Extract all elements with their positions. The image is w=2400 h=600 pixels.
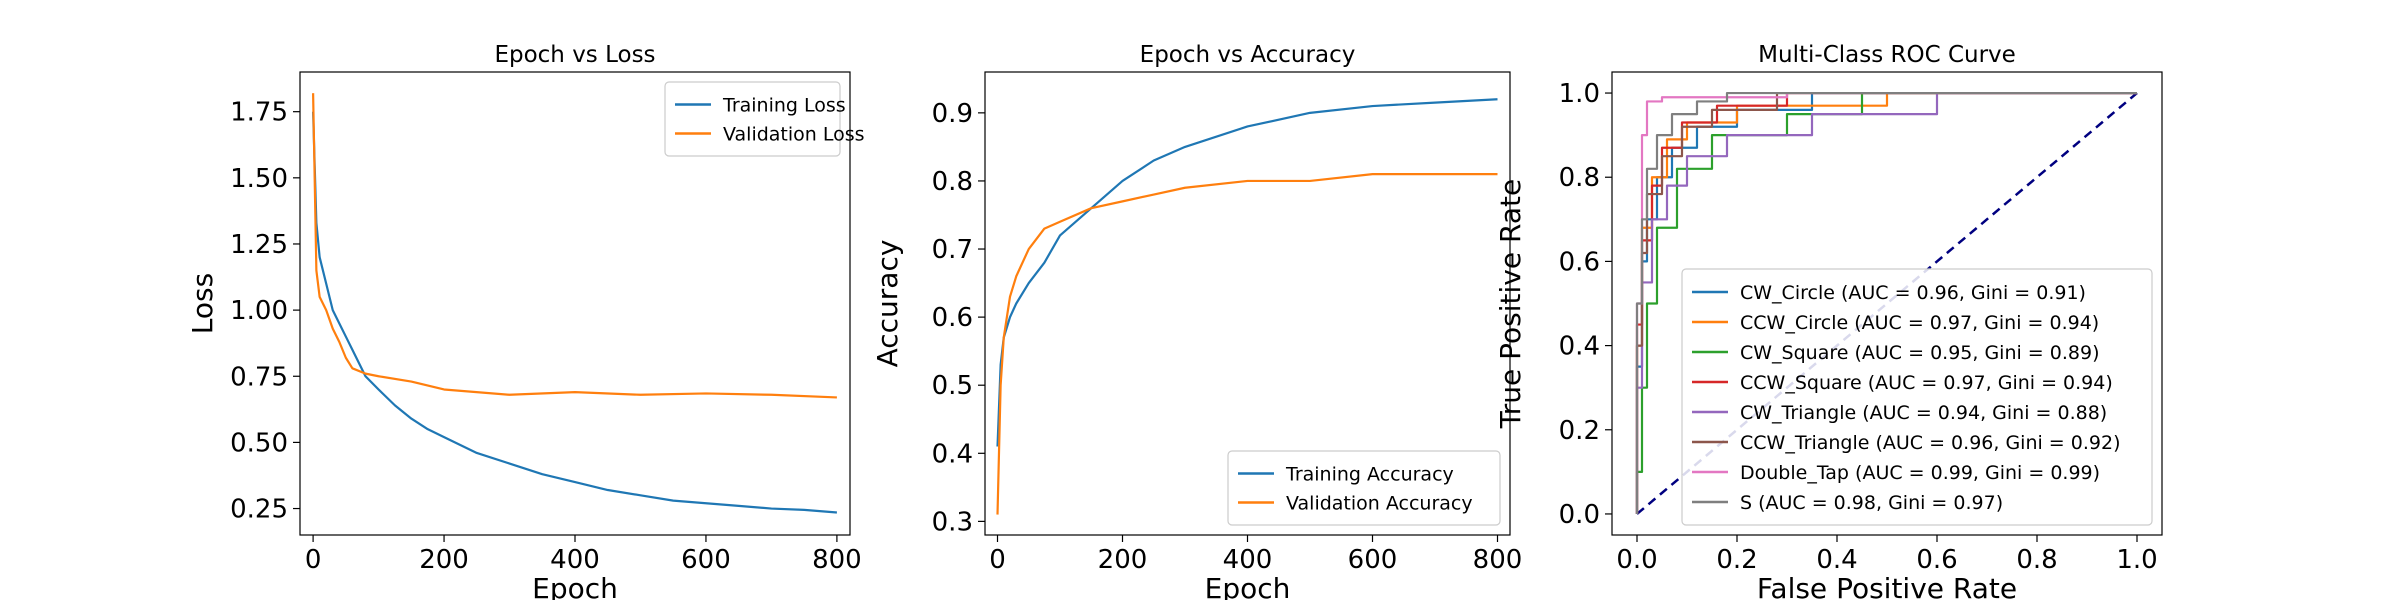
legend-label: CCW_Triangle (AUC = 0.96, Gini = 0.92): [1740, 432, 2120, 454]
y-tick-label: 0.6: [1559, 247, 1600, 277]
y-axis-label: Accuracy: [871, 240, 904, 368]
legend-label: CCW_Square (AUC = 0.97, Gini = 0.94): [1740, 372, 2113, 394]
y-tick-label: 0.25: [230, 495, 288, 525]
legend-label: Validation Accuracy: [1286, 493, 1473, 515]
y-tick-label: 1.25: [230, 230, 288, 260]
legend: CW_Circle (AUC = 0.96, Gini = 0.91) CCW_C…: [1681, 268, 2153, 526]
x-tick-label: 600: [681, 545, 731, 575]
plot-area: [996, 98, 1498, 515]
x-tick-label: 1.0: [2116, 545, 2157, 575]
legend-label: Training Accuracy: [1285, 464, 1454, 486]
series-line-1: [312, 93, 837, 399]
x-tick-label: 800: [812, 545, 862, 575]
accuracy-chart: Epoch vs Accuracy 0 200 400 600 800 0.3 0.4 0.5…: [871, 42, 1522, 600]
x-tick-label: 0.2: [1716, 545, 1757, 575]
x-tick-label: 0.8: [2016, 545, 2057, 575]
y-tick-label: 1.0: [1559, 79, 1600, 109]
y-tick-label: 1.50: [230, 164, 288, 194]
chart-title: Epoch vs Loss: [494, 42, 655, 68]
legend-label: Validation Loss: [723, 124, 865, 146]
y-tick-label: 0.50: [230, 428, 288, 458]
y-tick-label: 1.75: [230, 98, 288, 128]
axes-frame: [1611, 71, 2163, 536]
y-tick-label: 0.4: [932, 439, 973, 469]
legend-label: CW_Square (AUC = 0.95, Gini = 0.89): [1740, 342, 2100, 364]
legend-label: CW_Circle (AUC = 0.96, Gini = 0.91): [1740, 282, 2086, 304]
x-tick-label: 0: [989, 545, 1006, 575]
legend-box: [1681, 268, 2153, 526]
x-tick-label: 400: [550, 545, 600, 575]
y-tick-label: 0.0: [1559, 500, 1600, 530]
x-tick-label: 0.6: [1916, 545, 1957, 575]
y-tick-label: 1.00: [230, 296, 288, 326]
series-line-7: [1635, 91, 2137, 514]
legend-label: Training Loss: [722, 95, 846, 117]
y-tick-label: 0.4: [1559, 332, 1600, 362]
x-tick-label: 0.0: [1616, 545, 1657, 575]
series-line-1: [996, 173, 1498, 515]
y-tick-label: 0.5: [932, 371, 973, 401]
y-tick-label: 0.2: [1559, 416, 1600, 446]
x-tick-label: 400: [1223, 545, 1273, 575]
x-tick-label: 600: [1348, 545, 1398, 575]
series-line-5: [1635, 91, 2137, 514]
y-tick-label: 0.8: [932, 167, 973, 197]
x-tick-label: 200: [419, 545, 469, 575]
y-tick-label: 0.6: [932, 303, 973, 333]
roc-chart: Multi-Class ROC Curve 0.0 0.2 0.4 0.6 0.8 1.0…: [1494, 42, 2163, 600]
series-line-0: [996, 98, 1498, 447]
legend-label: CCW_Circle (AUC = 0.97, Gini = 0.94): [1740, 312, 2099, 334]
y-axis-label: Loss: [186, 273, 219, 334]
series-line-0: [312, 111, 837, 514]
legend-label: Double_Tap (AUC = 0.99, Gini = 0.99): [1740, 462, 2100, 484]
legend: Training Accuracy Validation Accuracy: [1227, 450, 1501, 526]
legend-box: [664, 81, 841, 157]
y-tick-label: 0.75: [230, 362, 288, 392]
loss-chart: Epoch vs Loss 0 200 400 600 800 0.25 0.50 0.75 1…: [186, 42, 865, 600]
x-tick-label: 0: [305, 545, 322, 575]
x-tick-label: 200: [1098, 545, 1148, 575]
chart-title: Epoch vs Accuracy: [1140, 42, 1356, 68]
chart-title: Multi-Class ROC Curve: [1758, 42, 2016, 68]
y-tick-label: 0.7: [932, 235, 973, 265]
x-axis-label: False Positive Rate: [1757, 572, 2017, 600]
legend-label: CW_Triangle (AUC = 0.94, Gini = 0.88): [1740, 402, 2107, 424]
y-tick-label: 0.3: [932, 507, 973, 537]
x-axis-label: Epoch: [532, 572, 618, 600]
legend: Training Loss Validation Loss: [664, 81, 865, 157]
x-axis-label: Epoch: [1205, 572, 1291, 600]
y-axis-label: True Positive Rate: [1494, 179, 1527, 429]
y-tick-label: 0.8: [1559, 163, 1600, 193]
y-tick-label: 0.9: [932, 99, 973, 129]
x-tick-label: 0.4: [1816, 545, 1857, 575]
plot-area: [312, 93, 837, 514]
legend-label: S (AUC = 0.98, Gini = 0.97): [1740, 492, 2003, 514]
x-tick-label: 800: [1473, 545, 1523, 575]
legend-box: [1227, 450, 1501, 526]
